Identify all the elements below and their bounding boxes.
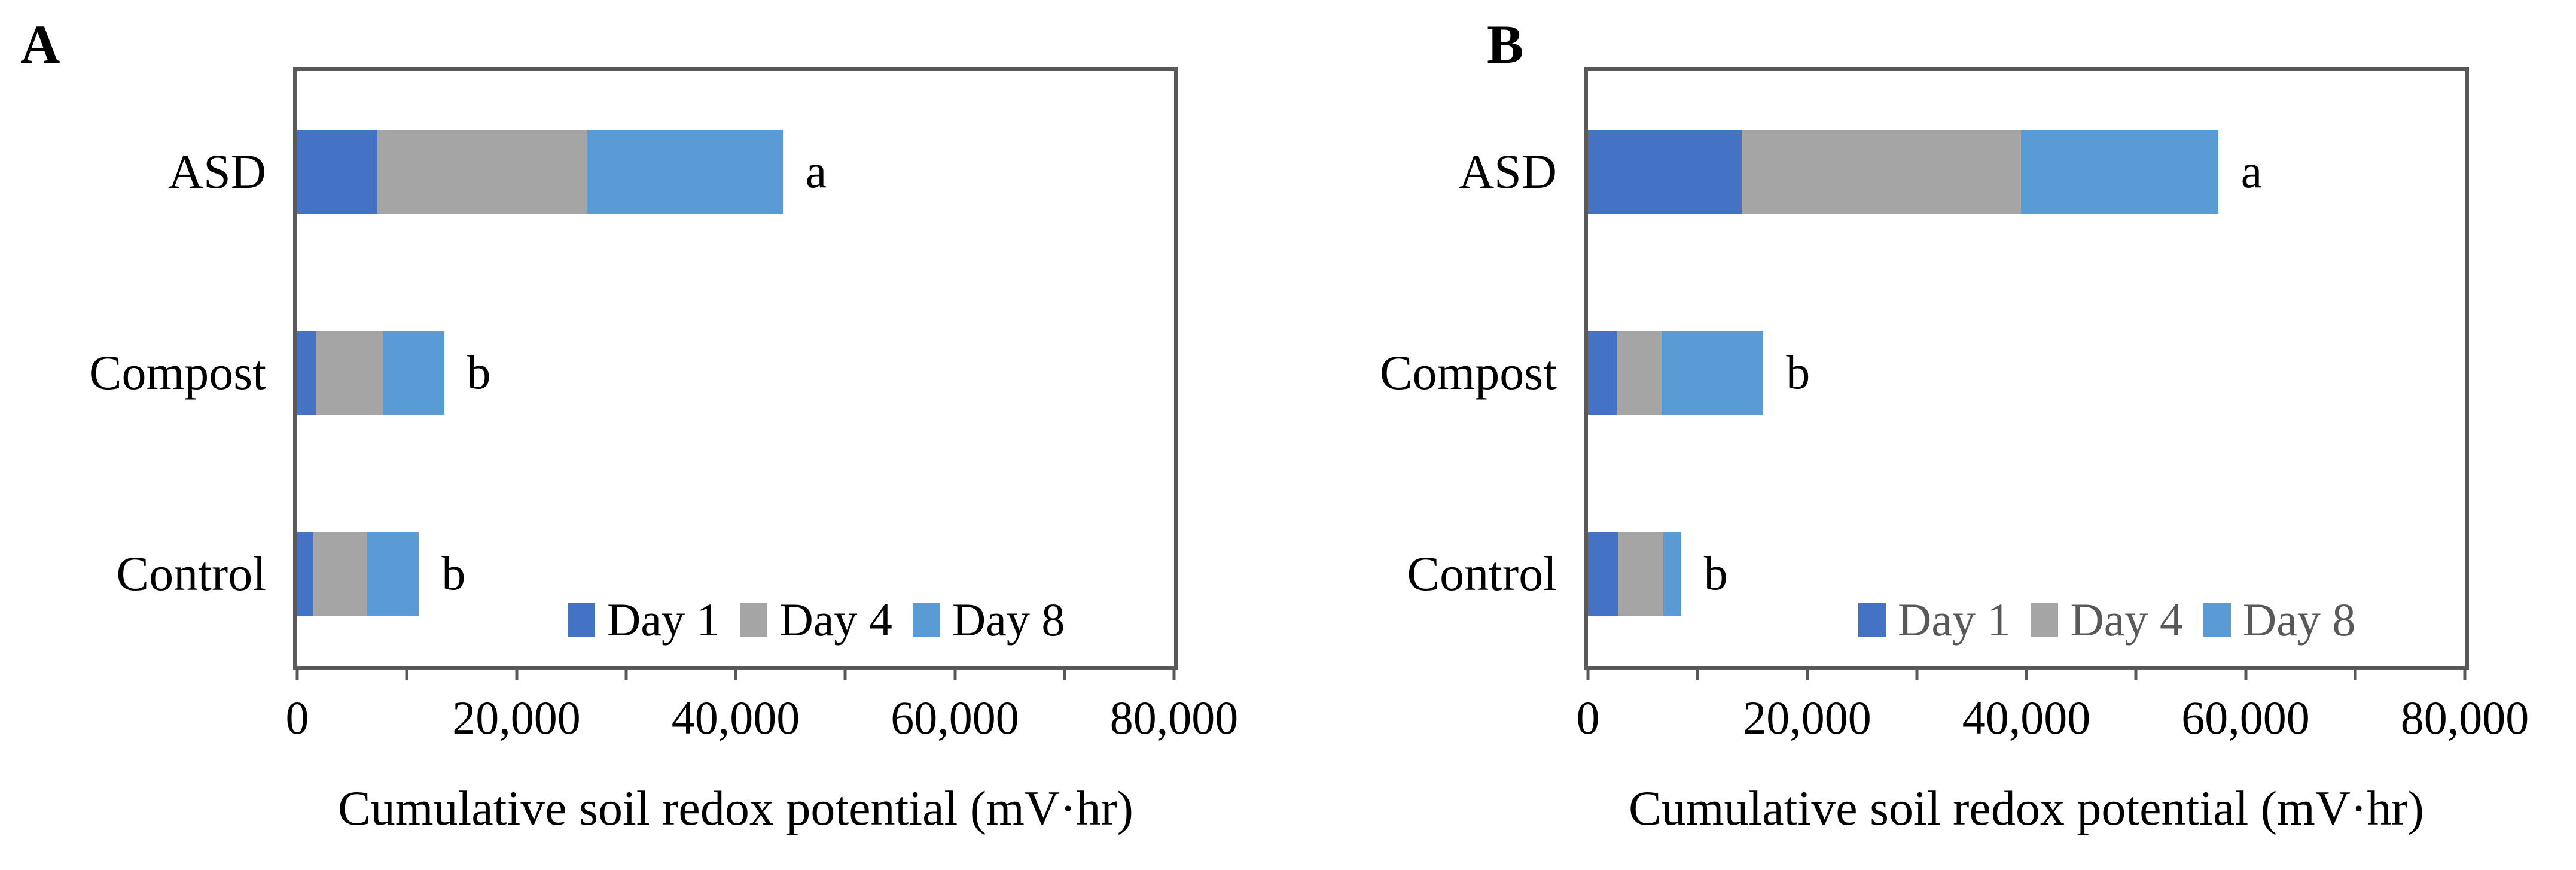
x-axis-tick-mark <box>624 666 628 680</box>
bar-segment-day8 <box>367 532 419 616</box>
x-axis-tick-mark <box>2134 666 2138 680</box>
bar-segment-day8 <box>1661 331 1764 415</box>
panel-b-x-axis-title: Cumulative soil redox potential (mV·hr) <box>1629 781 2424 835</box>
bar-segment-day4 <box>1741 130 2021 214</box>
panel-b-category-label-control: Control <box>1407 546 1557 601</box>
panel-a-legend-item-day1: Day 1 <box>568 597 720 643</box>
panel-b-legend-label-day1: Day 1 <box>1898 594 2011 646</box>
panel-a-legend: Day 1 Day 4 Day 8 <box>568 597 1065 643</box>
x-axis-tick-mark <box>2025 666 2028 680</box>
significance-letter-asd: a <box>2240 145 2263 198</box>
bar-segment-day4 <box>316 331 383 415</box>
significance-letter-asd: a <box>805 145 827 198</box>
significance-letter-control: b <box>441 547 466 600</box>
x-axis-tick-mark <box>2354 666 2357 680</box>
panel-b-legend-item-day4: Day 4 <box>2031 594 2183 646</box>
bar-segment-day8 <box>382 331 444 415</box>
x-axis-tick-mark <box>2463 666 2467 680</box>
bar-segment-day1 <box>297 532 314 616</box>
panel-a-category-label-compost: Compost <box>89 345 266 400</box>
x-axis-tick-mark <box>1172 666 1176 680</box>
day8-color-swatch-icon <box>912 603 940 637</box>
bar-segment-day4 <box>1616 331 1662 415</box>
day4-color-swatch-icon <box>2031 603 2059 637</box>
panel-a: A ASD Compost Control 0 20,000 40,000 60… <box>0 0 1285 870</box>
x-axis-tick-mark <box>1806 666 1809 680</box>
bar-segment-day1 <box>297 331 316 415</box>
panel-a-x-tick-20000: 20,000 <box>452 692 581 744</box>
panel-b-plot-area: ASD Compost Control 0 20,000 40,000 60,0… <box>1380 67 2529 744</box>
bar-segment-day8 <box>586 130 783 214</box>
panel-a-letter: A <box>20 14 60 75</box>
stacked-bar-compost <box>297 331 1174 415</box>
bar-segment-day4 <box>313 532 368 616</box>
x-axis-tick-mark <box>953 666 956 680</box>
panel-a-legend-label-day4: Day 4 <box>779 594 892 646</box>
bar-segment-day8 <box>1663 532 1681 616</box>
x-axis-tick-mark <box>1915 666 1919 680</box>
panel-a-x-axis-title: Cumulative soil redox potential (mV·hr) <box>338 781 1133 835</box>
day1-color-swatch-icon <box>1858 603 1886 637</box>
stacked-bar-control <box>1588 532 2465 616</box>
panel-a-legend-item-day4: Day 4 <box>740 597 892 643</box>
x-axis-tick-mark <box>843 666 847 680</box>
x-axis-tick-mark <box>1063 666 1066 680</box>
panel-a-plot-area: ASD Compost Control 0 20,000 40,000 60,0… <box>89 67 1238 744</box>
panel-a-x-tick-0: 0 <box>285 692 309 744</box>
panel-b-legend-label-day4: Day 4 <box>2070 594 2183 646</box>
panel-b-x-tick-0: 0 <box>1576 692 1600 744</box>
stacked-bar-asd <box>1588 130 2465 214</box>
panel-b-letter: B <box>1487 14 1524 75</box>
panel-a-category-label-asd: ASD <box>167 144 266 199</box>
panel-b-legend-item-day8: Day 8 <box>2203 597 2355 643</box>
panel-a-x-tick-80000: 80,000 <box>1109 692 1239 744</box>
panel-a-x-tick-40000: 40,000 <box>671 692 800 744</box>
x-axis-tick-mark <box>1586 666 1590 680</box>
bar-segment-day1 <box>1588 130 1742 214</box>
x-axis-tick-mark <box>2244 666 2247 680</box>
stacked-bar-control <box>297 532 1174 616</box>
panel-b-legend-item-day1: Day 1 <box>1858 597 2010 643</box>
panel-a-legend-item-day8: Day 8 <box>912 594 1065 646</box>
bar-segment-day1 <box>1588 331 1617 415</box>
x-axis-tick-mark <box>515 666 518 680</box>
panel-a-x-tick-60000: 60,000 <box>891 692 1019 744</box>
panel-b-x-tick-60000: 60,000 <box>2181 692 2310 744</box>
bar-segment-day1 <box>1588 532 1619 616</box>
x-axis-tick-mark <box>295 666 299 680</box>
day1-color-swatch-icon <box>568 603 595 637</box>
significance-letter-compost: b <box>467 346 491 399</box>
panel-b-x-tick-40000: 40,000 <box>1962 692 2091 744</box>
panel-a-legend-label-day8: Day 8 <box>952 594 1065 646</box>
panel-a-category-label-control: Control <box>116 546 266 601</box>
bar-segment-day1 <box>297 130 377 214</box>
panel-b-legend-label-day8: Day 8 <box>2242 594 2356 646</box>
panel-b-x-tick-80000: 80,000 <box>2400 692 2529 744</box>
x-axis-tick-mark <box>1696 666 1699 680</box>
bar-segment-day8 <box>2020 130 2218 214</box>
day4-color-swatch-icon <box>740 603 768 637</box>
significance-letter-compost: b <box>1786 346 1810 399</box>
x-axis-tick-mark <box>734 666 737 680</box>
panel-b-legend: Day 1 Day 4 Day 8 <box>1858 597 2355 643</box>
stacked-bar-compost <box>1588 331 2465 415</box>
panel-b-category-label-asd: ASD <box>1458 144 1557 199</box>
significance-letter-control: b <box>1703 547 1728 600</box>
stacked-bar-asd <box>297 130 1174 214</box>
bar-segment-day4 <box>1618 532 1664 616</box>
x-axis-tick-mark <box>405 666 408 680</box>
day8-color-swatch-icon <box>2203 603 2231 637</box>
panel-a-legend-label-day1: Day 1 <box>607 594 720 646</box>
panel-b-category-label-compost: Compost <box>1379 345 1557 400</box>
bar-segment-day4 <box>377 130 587 214</box>
panel-b-x-tick-20000: 20,000 <box>1743 692 1871 744</box>
panel-b: B ASD Compost Control 0 20,000 40,000 60… <box>1291 0 2576 870</box>
